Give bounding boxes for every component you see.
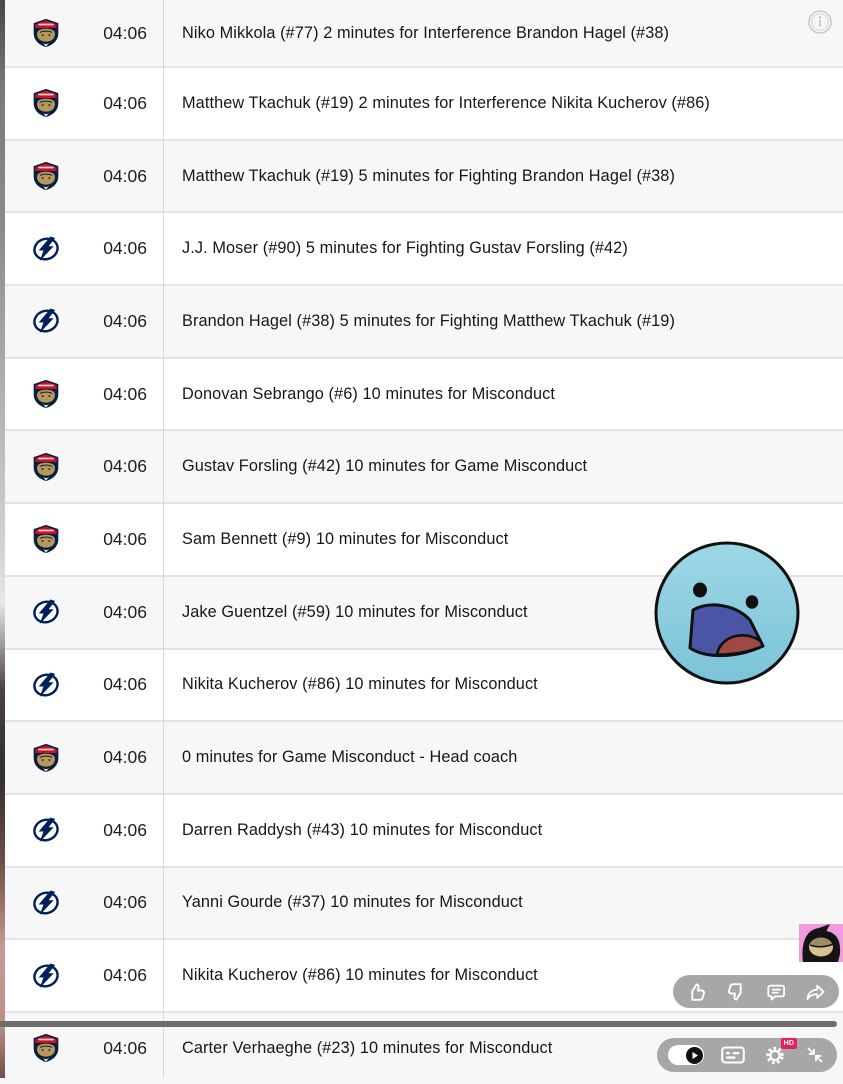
penalty-row-left: 04:06: [0, 1033, 163, 1064]
penalty-row-left: 04:06: [0, 815, 163, 846]
penalty-row: 04:06 Brandon Hagel (#38) 5 minutes for …: [0, 284, 843, 357]
penalty-row: 04:06 Sam Bennett (#9) 10 minutes for Mi…: [0, 502, 843, 575]
panthers-logo-icon: [31, 1033, 61, 1064]
column-divider: [163, 0, 164, 1078]
penalty-row: 04:06 Yanni Gourde (#37) 10 minutes for …: [0, 865, 843, 939]
hd-badge: HD: [781, 1038, 797, 1049]
penalty-time: 04:06: [103, 965, 147, 986]
panthers-logo-icon: [31, 161, 61, 192]
lightning-logo-icon: [31, 960, 61, 991]
penalty-description: Sam Bennett (#9) 10 minutes for Miscondu…: [182, 529, 509, 548]
penalty-row-left: 04:06: [0, 88, 163, 119]
penalty-description: 0 minutes for Game Misconduct - Head coa…: [182, 748, 518, 767]
lightning-logo-icon: [31, 597, 61, 628]
penalty-time: 04:06: [103, 456, 147, 477]
penalty-row-left: 04:06: [0, 451, 163, 482]
panthers-logo-icon: [31, 18, 61, 49]
penalty-row: 04:06 J.J. Moser (#90) 5 minutes for Fig…: [0, 211, 843, 285]
penalty-row-left: 04:06: [0, 742, 163, 773]
penalty-description: Yanni Gourde (#37) 10 minutes for Miscon…: [182, 893, 523, 912]
penalty-row-left: 04:06: [0, 887, 163, 918]
info-icon[interactable]: [806, 8, 834, 36]
penalty-time: 04:06: [103, 238, 147, 259]
penalty-time: 04:06: [103, 92, 147, 113]
lightning-logo-icon: [31, 887, 61, 918]
penalty-description: Brandon Hagel (#38) 5 minutes for Fighti…: [182, 311, 675, 330]
penalty-description: Donovan Sebrango (#6) 10 minutes for Mis…: [182, 384, 556, 403]
penalty-row-left: 04:06: [0, 669, 163, 700]
panthers-logo-icon: [31, 379, 61, 410]
video-edge-strip: [0, 0, 5, 1078]
penalty-row-left: 04:06: [0, 960, 163, 991]
penalty-description: Carter Verhaeghe (#23) 10 minutes for Mi…: [182, 1038, 553, 1057]
penalty-row-left: 04:06: [0, 161, 163, 192]
penalty-description: Jake Guentzel (#59) 10 minutes for Misco…: [182, 602, 528, 621]
lightning-logo-icon: [31, 306, 61, 337]
penalty-row: 04:06 Matthew Tkachuk (#19) 2 minutes fo…: [0, 66, 843, 139]
penalty-time: 04:06: [103, 165, 147, 186]
penalty-row: 04:06 0 minutes for Game Misconduct - He…: [0, 720, 843, 793]
penalty-row: 04:06 Gustav Forsling (#42) 10 minutes f…: [0, 429, 843, 503]
captions-icon[interactable]: [721, 1046, 746, 1064]
player-controls-bar: HD: [657, 1038, 837, 1072]
penalty-time: 04:06: [103, 601, 147, 622]
penalty-description: Matthew Tkachuk (#19) 5 minutes for Figh…: [182, 166, 675, 185]
penalty-time: 04:06: [103, 892, 147, 913]
penalty-time: 04:06: [103, 383, 147, 404]
dislike-button[interactable]: [725, 981, 747, 1003]
penalty-time: 04:06: [103, 747, 147, 768]
autoplay-toggle[interactable]: [668, 1045, 704, 1065]
reactions-bar: [673, 975, 839, 1008]
panthers-logo-icon: [31, 451, 61, 482]
comment-button[interactable]: [765, 981, 787, 1003]
video-progress-bar[interactable]: [0, 1021, 837, 1027]
penalty-time: 04:06: [103, 819, 147, 840]
penalty-description: Niko Mikkola (#77) 2 minutes for Interfe…: [182, 23, 670, 42]
panthers-logo-icon: [31, 524, 61, 555]
penalty-row: 04:06 Niko Mikkola (#77) 2 minutes for I…: [0, 0, 843, 66]
penalty-description: Gustav Forsling (#42) 10 minutes for Gam…: [182, 457, 588, 476]
penalty-time: 04:06: [103, 310, 147, 331]
penalty-row: 04:06 Matthew Tkachuk (#19) 5 minutes fo…: [0, 138, 843, 212]
shocked-face-sticker: [653, 541, 803, 692]
settings-gear-icon[interactable]: HD: [763, 1038, 797, 1067]
penalty-description: Darren Raddysh (#43) 10 minutes for Misc…: [182, 820, 543, 839]
penalty-time: 04:06: [103, 22, 147, 43]
collapse-icon[interactable]: [804, 1044, 826, 1066]
penalty-row-left: 04:06: [0, 379, 163, 410]
penalty-row-left: 04:06: [0, 306, 163, 337]
penalty-row-left: 04:06: [0, 597, 163, 628]
penalty-description: Matthew Tkachuk (#19) 2 minutes for Inte…: [182, 93, 710, 112]
panthers-logo-icon: [31, 88, 61, 119]
lightning-logo-icon: [31, 815, 61, 846]
like-button[interactable]: [686, 981, 708, 1003]
penalty-description: Nikita Kucherov (#86) 10 minutes for Mis…: [182, 966, 538, 985]
penalty-description: J.J. Moser (#90) 5 minutes for Fighting …: [182, 239, 628, 258]
lightning-logo-icon: [31, 233, 61, 264]
penalty-time: 04:06: [103, 528, 147, 549]
channel-avatar[interactable]: [799, 924, 843, 962]
penalty-time: 04:06: [103, 674, 147, 695]
penalty-row-left: 04:06: [0, 18, 163, 49]
penalty-row-left: 04:06: [0, 233, 163, 264]
penalty-row: 04:06 Darren Raddysh (#43) 10 minutes fo…: [0, 792, 843, 866]
autoplay-knob-play-icon: [685, 1046, 703, 1064]
lightning-logo-icon: [31, 669, 61, 700]
penalty-row-left: 04:06: [0, 524, 163, 555]
penalty-description: Nikita Kucherov (#86) 10 minutes for Mis…: [182, 675, 538, 694]
panthers-logo-icon: [31, 742, 61, 773]
penalty-row: 04:06 Donovan Sebrango (#6) 10 minutes f…: [0, 356, 843, 430]
share-button[interactable]: [804, 981, 826, 1003]
penalty-time: 04:06: [103, 1037, 147, 1058]
